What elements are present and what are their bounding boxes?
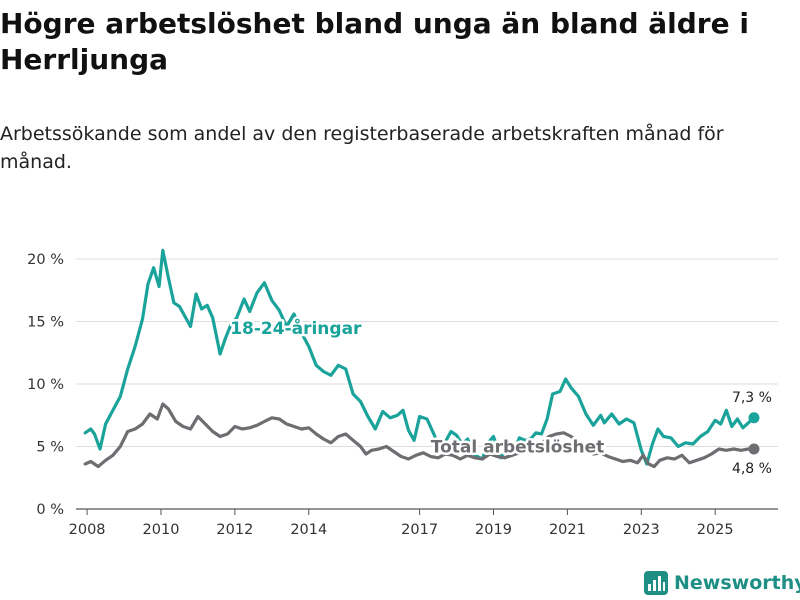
brand-logo: Newsworthy — [644, 569, 800, 597]
x-tick-label: 2014 — [290, 522, 327, 538]
series-end-label: 7,3 % — [732, 390, 772, 406]
y-tick-label: 10 % — [27, 377, 64, 393]
series-end-point — [748, 412, 760, 424]
series-end-point — [748, 443, 760, 455]
page-title: Högre arbetslöshet bland unga än bland ä… — [0, 7, 749, 76]
y-tick-label: 0 % — [36, 502, 64, 518]
label-layer: 7,3 %4,8 %18-24-åringar18-24-åringarTota… — [228, 314, 772, 477]
x-tick-label: 2025 — [697, 522, 734, 538]
series-annotation: Total arbetslöshet — [431, 438, 605, 458]
y-tick-label: 5 % — [36, 440, 64, 456]
chart-subtitle: Arbetssökande som andel av den registerb… — [0, 123, 724, 173]
bar-chart-logo-icon — [644, 571, 668, 595]
series-end-label: 4,8 % — [732, 461, 772, 477]
x-tick-label: 2010 — [143, 522, 180, 538]
series-annotation-halo: 18-24-åringar — [230, 317, 362, 339]
y-tick-label: 20 % — [27, 252, 64, 268]
x-tick-label: 2008 — [69, 522, 106, 538]
series-line-youth — [83, 248, 756, 466]
series-annotation: 18-24-åringar — [230, 317, 362, 339]
x-tick-label: 2023 — [623, 522, 660, 538]
x-tick-label: 2021 — [549, 522, 586, 538]
axis-layer: 0 % 5 % 10 % 15 % 20 % 2008 2010 2012 2014 2017 20… — [27, 252, 733, 538]
series-line-total — [83, 402, 756, 469]
brand-name: Newsworthy — [674, 572, 800, 594]
x-tick-label: 2019 — [475, 522, 512, 538]
y-tick-label: 15 % — [27, 315, 64, 331]
grid-layer — [76, 258, 778, 510]
line-layer — [83, 248, 760, 469]
x-tick-label: 2017 — [401, 522, 438, 538]
series-annotation-halo: Total arbetslöshet — [431, 438, 605, 458]
x-tick-label: 2012 — [216, 522, 253, 538]
